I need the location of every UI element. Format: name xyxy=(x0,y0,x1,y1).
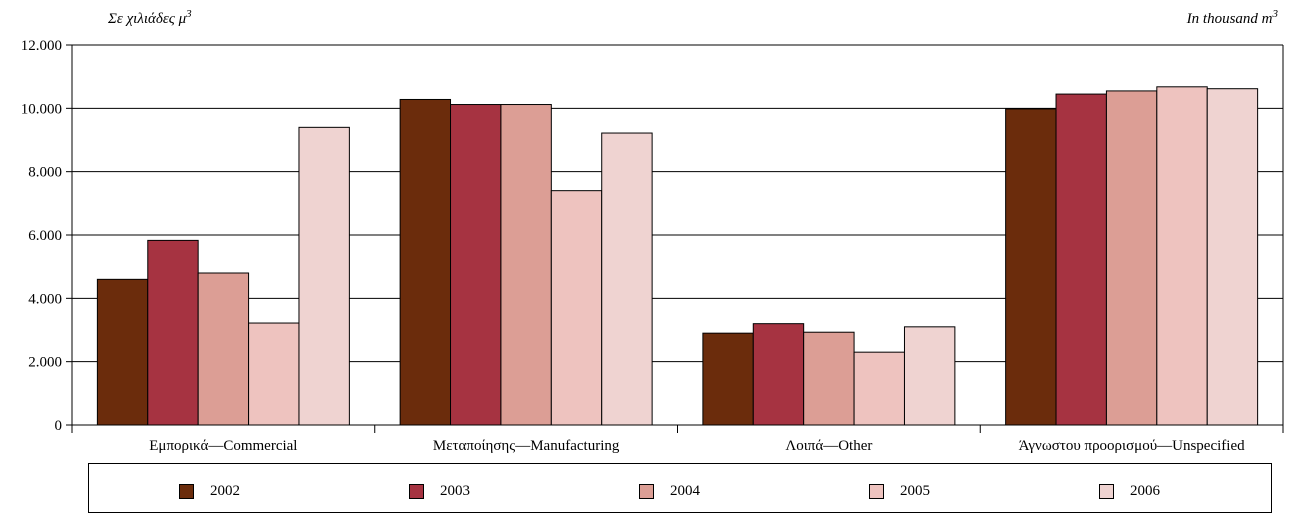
bar xyxy=(752,323,805,426)
bar xyxy=(550,190,603,426)
y-tick-label: 4.000 xyxy=(28,291,62,307)
legend-swatch xyxy=(409,483,424,499)
bar xyxy=(702,332,754,426)
bar xyxy=(298,126,350,426)
y-tick-label: 12.000 xyxy=(21,38,62,54)
bar xyxy=(853,351,905,426)
legend-item: 2002 xyxy=(179,482,240,500)
legend-label: 2006 xyxy=(1130,482,1160,499)
bar xyxy=(500,104,552,426)
bar xyxy=(248,322,300,426)
bar xyxy=(450,104,502,426)
legend-label: 2005 xyxy=(900,482,930,499)
bar xyxy=(197,272,250,426)
bar-chart: 0 2.000 4.000 6.000 8.000 10.000 12.000 Εμπορικ… xyxy=(21,38,1284,454)
x-category-label: Μεταποίησης—Manufacturing xyxy=(433,438,620,454)
bar xyxy=(1005,108,1057,426)
unit-label-left-exponent: 3 xyxy=(186,8,192,20)
unit-label-right: In thousand m3 xyxy=(1187,8,1278,28)
y-tick-label: 0 xyxy=(55,418,63,434)
legend-swatch xyxy=(179,483,194,499)
legend-item: 2005 xyxy=(869,482,930,500)
bar xyxy=(1055,93,1107,426)
bar xyxy=(1156,86,1208,426)
y-tick-label: 6.000 xyxy=(28,228,62,244)
bar xyxy=(96,278,149,426)
legend-swatch xyxy=(639,483,654,499)
legend-item: 2006 xyxy=(1099,482,1160,500)
legend-swatch xyxy=(1099,483,1114,499)
legend-label: 2004 xyxy=(670,482,700,499)
bar xyxy=(1206,88,1259,426)
chart-legend: 2002 2003 2004 2005 2006 xyxy=(88,463,1272,513)
bar xyxy=(1105,90,1158,426)
x-category-label: Εμπορικά—Commercial xyxy=(149,438,297,454)
unit-label-right-exponent: 3 xyxy=(1272,8,1279,20)
bar xyxy=(601,132,653,426)
bar xyxy=(803,331,855,426)
bar xyxy=(399,98,452,426)
legend-item: 2003 xyxy=(409,482,470,500)
bar xyxy=(147,239,199,426)
bar xyxy=(903,326,956,426)
legend-label: 2002 xyxy=(210,482,240,499)
y-tick-label: 8.000 xyxy=(28,165,62,181)
legend-label: 2003 xyxy=(440,482,470,499)
legend-item: 2004 xyxy=(639,482,700,500)
legend-swatch xyxy=(869,483,884,499)
unit-label-left-text: Σε χιλιάδες μ xyxy=(108,11,187,27)
unit-label-right-text: In thousand m xyxy=(1186,11,1273,27)
y-tick-label: 2.000 xyxy=(28,355,62,371)
y-tick-label: 10.000 xyxy=(21,101,62,117)
unit-label-left: Σε χιλιάδες μ3 xyxy=(108,8,192,28)
x-category-label: Άγνωστου προορισμού—Unspecified xyxy=(1019,438,1245,454)
x-category-label: Λοιπά—Other xyxy=(785,438,872,454)
